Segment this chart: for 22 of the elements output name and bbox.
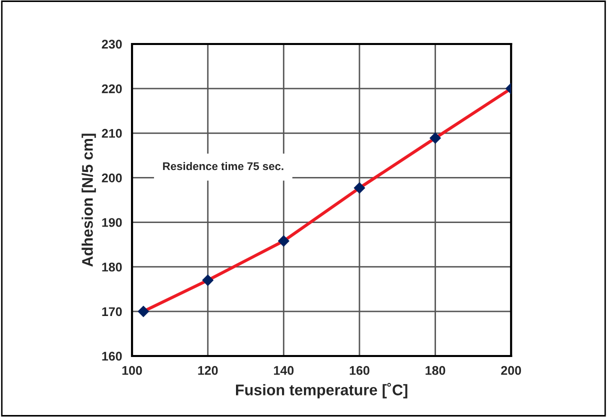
y-tick-label: 210 bbox=[102, 128, 122, 138]
y-tick-label: 170 bbox=[102, 307, 122, 316]
y-tick-label: 190 bbox=[102, 218, 122, 227]
point bbox=[138, 306, 150, 318]
point bbox=[202, 274, 214, 286]
y-tick-label: 220 bbox=[102, 84, 122, 94]
x-tick-label: 120 bbox=[198, 366, 218, 375]
x-axis-title: Fusion temperature [˚C] bbox=[236, 382, 408, 398]
y-tick-label: 160 bbox=[102, 352, 122, 361]
point bbox=[354, 182, 366, 194]
y-axis-title: Adhesion [N/5 cm] bbox=[82, 134, 96, 267]
point bbox=[430, 132, 441, 144]
x-tick-label: 100 bbox=[122, 366, 142, 375]
annotation: Residence time 75 sec. bbox=[163, 162, 284, 170]
y-tick-label: 180 bbox=[102, 262, 122, 272]
x-tick-label: 140 bbox=[274, 366, 294, 375]
x-tick-label: 180 bbox=[426, 366, 446, 375]
x-tick-label: 160 bbox=[350, 366, 370, 375]
y-tick-label: 200 bbox=[102, 174, 122, 182]
x-tick-label: 200 bbox=[501, 366, 522, 375]
y-tick-label: 230 bbox=[102, 40, 122, 49]
point bbox=[278, 235, 290, 247]
